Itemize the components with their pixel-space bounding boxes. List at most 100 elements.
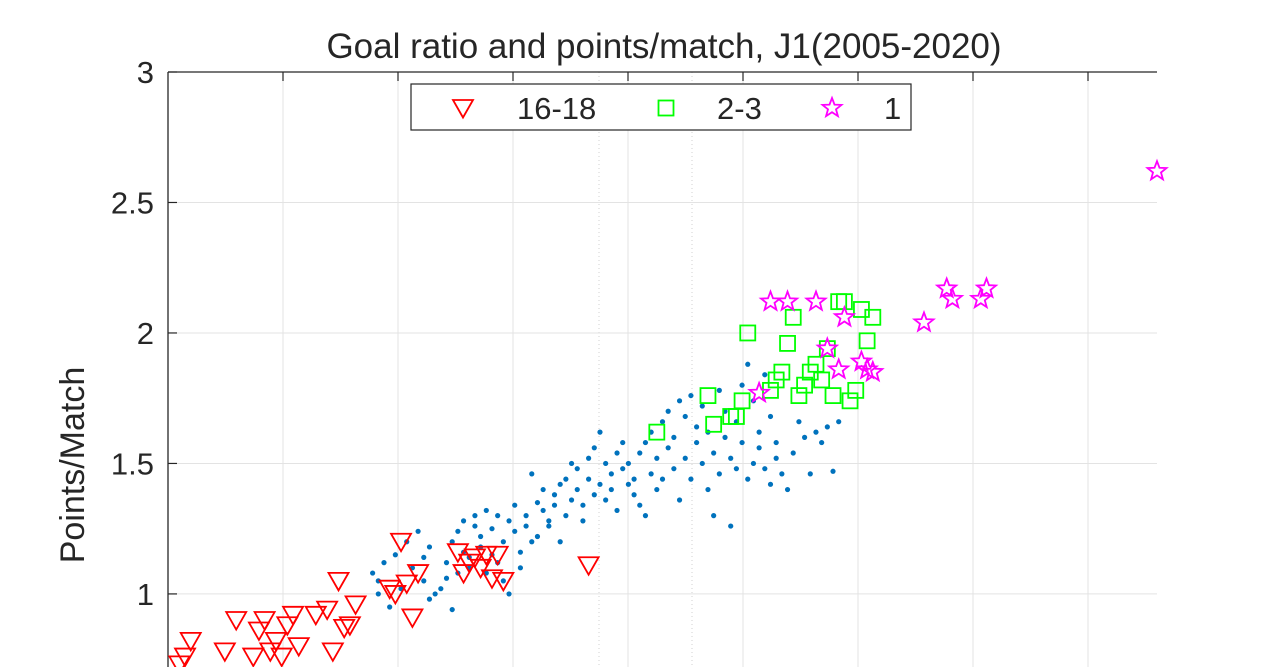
data-point <box>625 460 631 467</box>
data-point <box>443 560 450 566</box>
data-point <box>790 450 796 456</box>
series-16-18 <box>168 532 601 667</box>
data-point <box>517 549 524 555</box>
data-point <box>773 363 791 381</box>
legend-marker <box>657 99 675 117</box>
data-point <box>671 466 677 472</box>
data-point <box>540 507 546 514</box>
data-point <box>523 513 529 519</box>
data-point <box>247 621 271 642</box>
data-point <box>421 578 427 584</box>
data-point <box>426 544 433 550</box>
data-point <box>807 471 813 477</box>
data-point <box>665 408 671 414</box>
y-tick-label: 1 <box>137 577 154 612</box>
data-point <box>841 392 859 410</box>
data-point <box>728 523 734 529</box>
data-point <box>676 497 683 503</box>
legend-box <box>410 83 912 131</box>
data-point <box>659 476 666 482</box>
data-point <box>529 539 535 545</box>
legend-marker <box>451 99 475 120</box>
data-point <box>654 486 660 493</box>
data-point <box>179 632 203 653</box>
data-point <box>597 481 603 487</box>
data-point <box>826 356 851 380</box>
axes <box>167 71 1157 667</box>
data-point <box>864 308 882 326</box>
data-point <box>472 523 478 529</box>
data-point <box>557 539 563 545</box>
data-point <box>779 471 785 477</box>
data-point <box>813 371 831 389</box>
data-point <box>415 528 421 534</box>
y-tick-label: 3 <box>137 55 154 90</box>
data-point <box>654 455 660 461</box>
data-point <box>421 554 427 560</box>
data-point <box>580 518 586 524</box>
data-point <box>682 455 688 461</box>
data-point <box>847 381 865 399</box>
data-point <box>495 513 501 519</box>
data-point <box>637 502 643 508</box>
data-point <box>551 502 558 508</box>
y-axis-ticks: 1 1.5 2 2.5 3 <box>111 55 1089 612</box>
data-point <box>733 466 739 472</box>
data-point <box>750 460 757 467</box>
data-point <box>756 445 762 451</box>
data-point <box>775 288 800 312</box>
data-point <box>281 605 305 627</box>
data-point <box>614 450 620 456</box>
data-points <box>168 158 1169 667</box>
data-point <box>642 513 649 519</box>
data-point <box>968 286 993 310</box>
data-point <box>860 359 885 383</box>
data-point <box>383 585 407 606</box>
data-point <box>824 424 830 430</box>
data-point <box>574 466 580 472</box>
data-point <box>568 460 575 467</box>
data-point <box>472 513 478 519</box>
data-point <box>332 618 356 640</box>
data-point <box>455 528 461 534</box>
data-point <box>620 439 626 446</box>
data-point <box>911 309 936 333</box>
data-point <box>784 486 791 493</box>
data-point <box>631 492 637 498</box>
data-point <box>836 419 842 425</box>
data-point <box>574 486 580 493</box>
chart-title: Goal ratio and points/match, J1(2005-202… <box>326 27 1001 66</box>
data-point <box>438 586 444 592</box>
data-point <box>591 445 597 451</box>
data-point <box>762 372 768 378</box>
data-point <box>688 476 694 482</box>
data-point <box>642 439 649 446</box>
data-point <box>344 595 368 616</box>
data-point <box>858 332 876 350</box>
data-point <box>801 434 808 440</box>
data-point <box>739 439 745 446</box>
data-point <box>568 497 575 503</box>
data-point <box>483 507 489 514</box>
data-point <box>728 455 734 461</box>
data-point <box>830 468 836 474</box>
data-point <box>648 423 666 441</box>
data-point <box>705 486 711 493</box>
data-point <box>711 513 717 519</box>
legend-label: 1 <box>884 91 901 126</box>
data-point <box>659 419 666 425</box>
data-point <box>733 392 751 410</box>
data-point <box>463 548 487 569</box>
data-point <box>338 616 362 637</box>
data-point <box>452 564 476 585</box>
data-point <box>557 481 563 487</box>
data-point <box>469 558 493 580</box>
data-point <box>603 460 609 467</box>
data-point <box>671 434 677 440</box>
data-point <box>478 533 484 540</box>
data-point <box>500 578 506 584</box>
data-point <box>517 565 524 571</box>
data-point <box>1145 158 1169 182</box>
data-point <box>389 532 413 554</box>
data-point <box>224 611 248 632</box>
